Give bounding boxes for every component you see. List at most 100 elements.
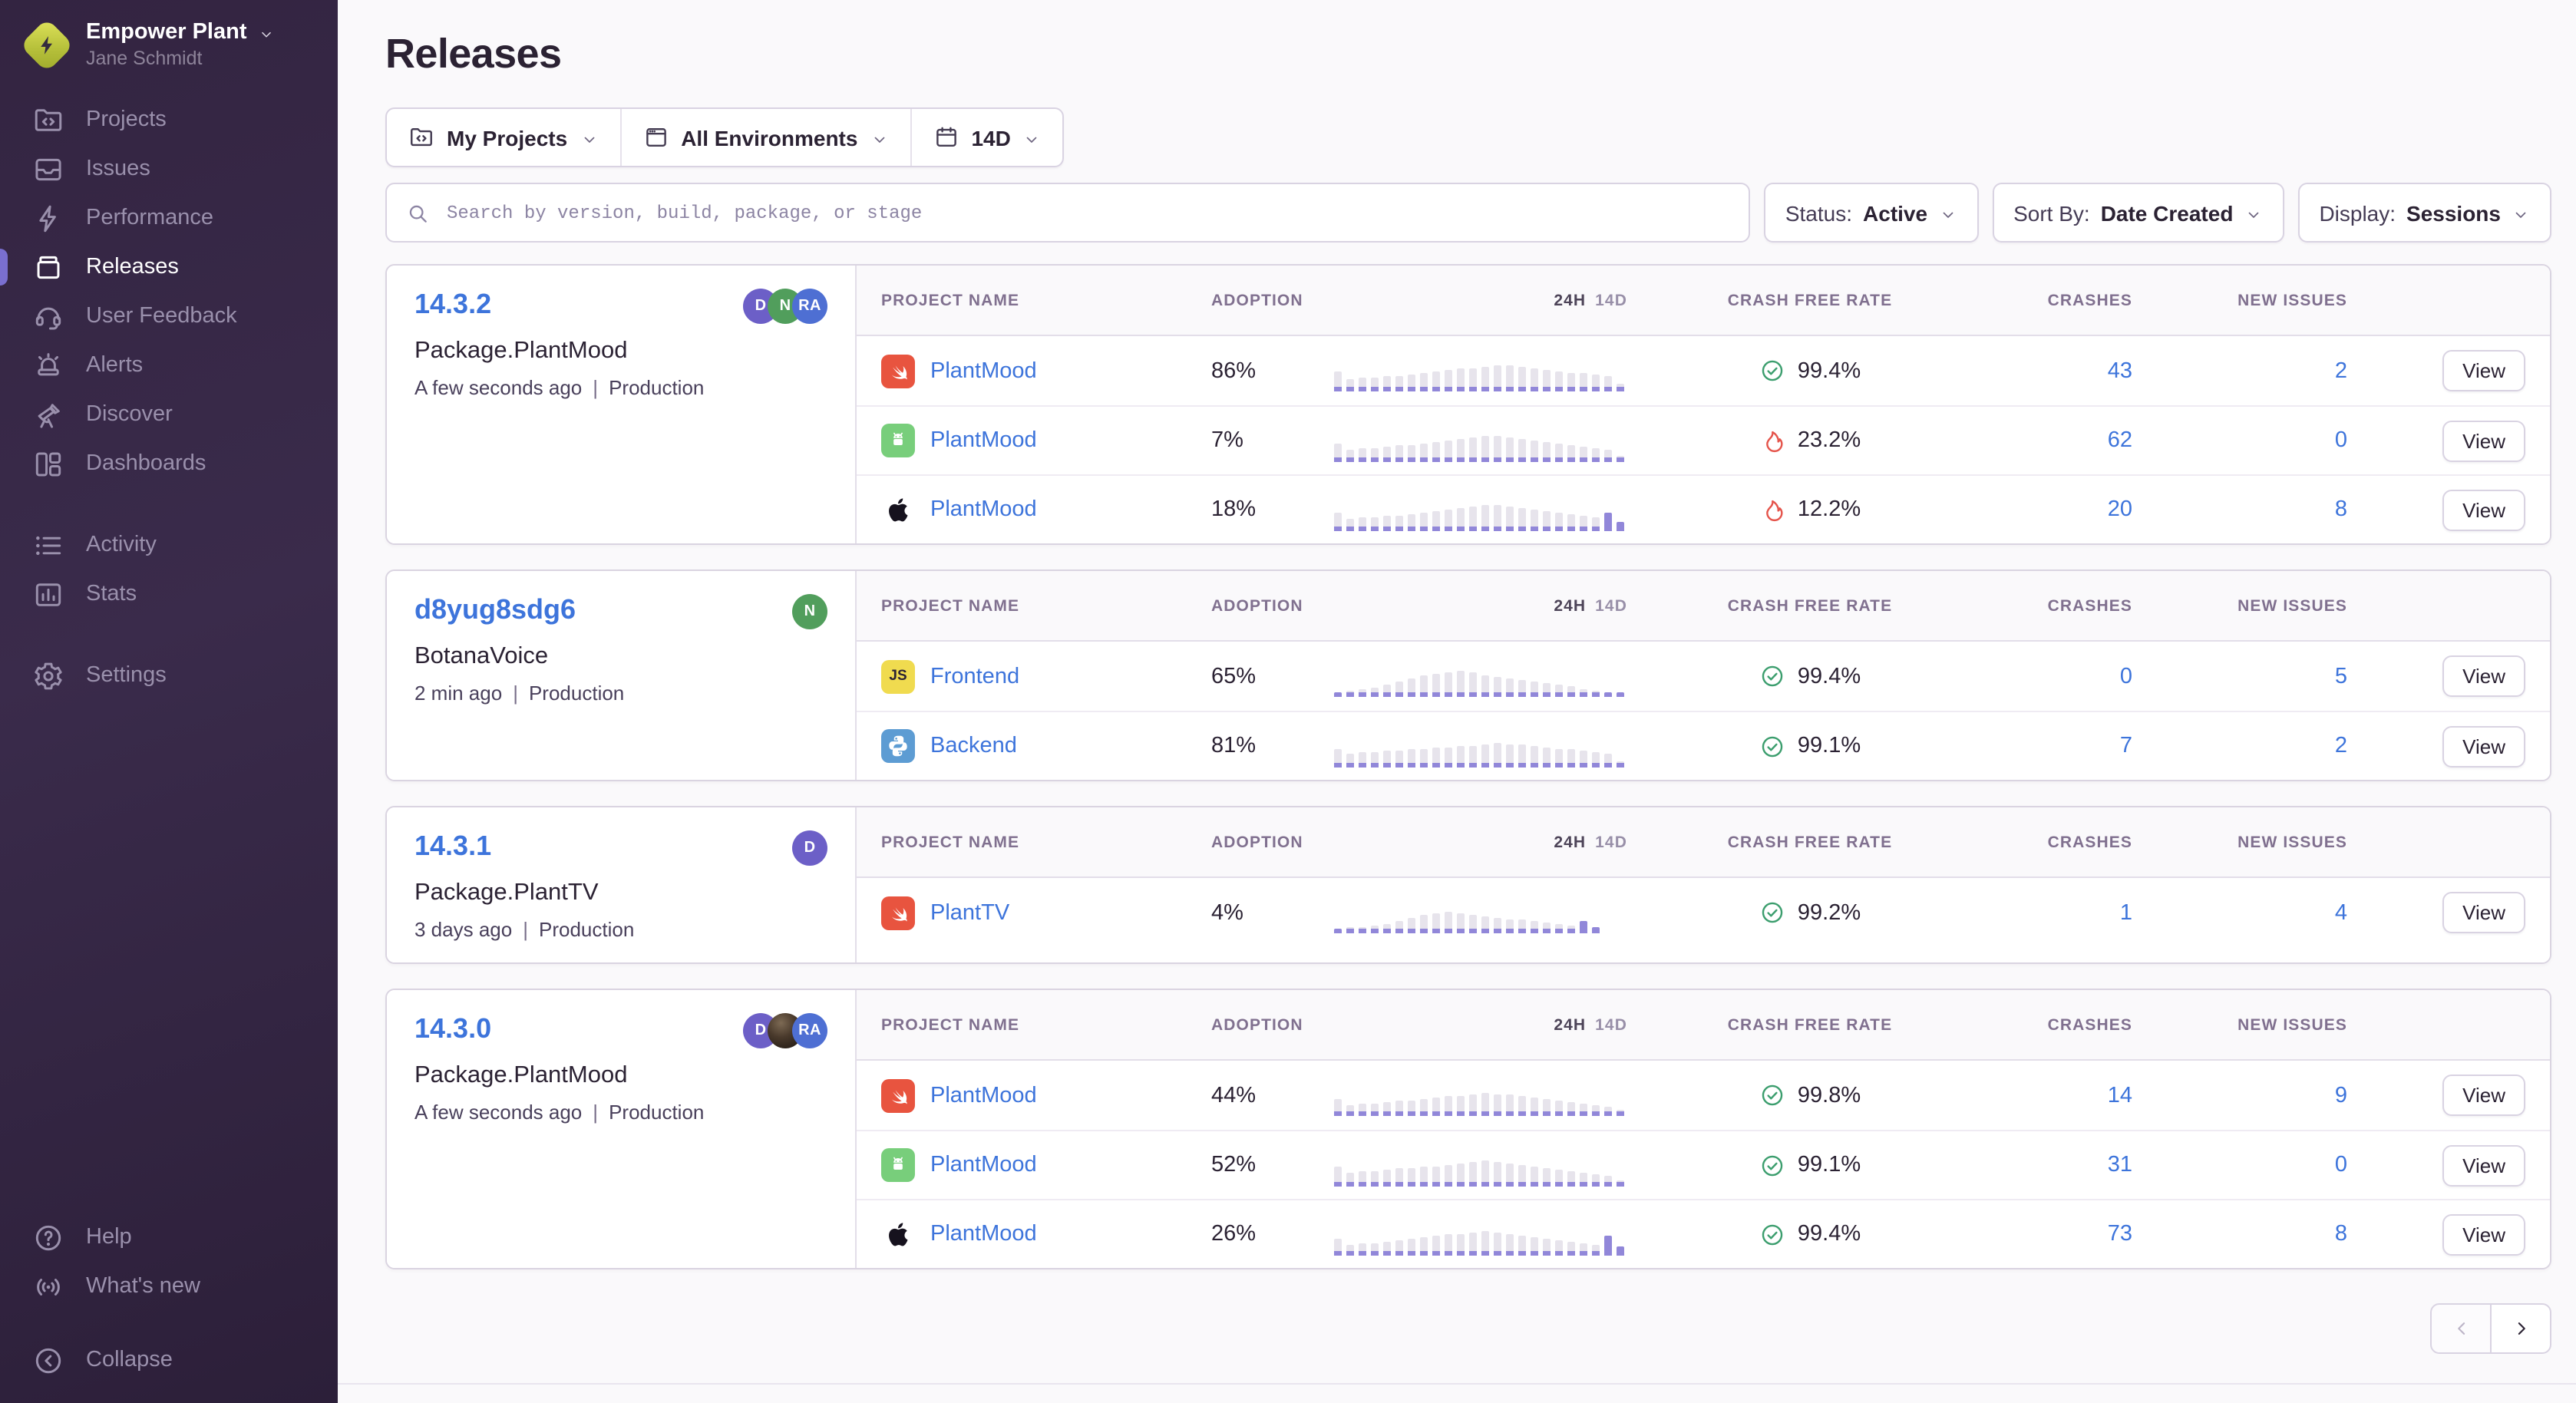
project-name-link[interactable]: PlantMood [930,358,1037,383]
release-version-link[interactable]: 14.3.0 [414,1013,492,1044]
view-button[interactable]: View [2442,350,2525,391]
new-issues-count-link[interactable]: 2 [2334,734,2347,758]
view-button[interactable]: View [2442,725,2525,767]
view-button[interactable]: View [2442,1213,2525,1255]
project-name-link[interactable]: PlantMood [930,428,1037,453]
org-logo[interactable] [19,17,74,72]
new-issues-count-link[interactable]: 2 [2334,358,2347,383]
crash-free-rate: 99.1% [1633,733,1986,759]
org-name: Empower Plant [86,20,247,45]
new-issues-count-link[interactable]: 8 [2334,1222,2347,1246]
projects-icon [32,104,64,136]
column-header-crashes: Crashes [2047,833,2132,851]
project-name-link[interactable]: PlantMood [930,497,1037,522]
view-button[interactable]: View [2442,1144,2525,1186]
column-header-crash-free: Crash Free Rate [1727,596,1893,615]
trend-14d-toggle[interactable]: 14D [1595,833,1627,851]
crashes-count-link[interactable]: 0 [2119,664,2132,688]
projects-filter-label: My Projects [447,125,568,150]
sidebar-item-projects[interactable]: Projects [0,95,338,144]
crashes-count-link[interactable]: 14 [2107,1083,2132,1108]
project-name-link[interactable]: PlantMood [930,1153,1037,1177]
crashes-count-link[interactable]: 43 [2107,358,2132,383]
help-icon [32,1221,64,1253]
view-button[interactable]: View [2442,1075,2525,1116]
search-box [385,183,1750,243]
new-issues-count-link[interactable]: 9 [2334,1083,2347,1108]
adoption-sparkline [1334,655,1633,697]
health-table: Project Name Adoption 24H 14D Crash Free Rat… [857,807,2550,962]
dashboards-icon [32,447,64,480]
sidebar-item-performance[interactable]: Performance [0,193,338,243]
crash-free-rate: 99.4% [1633,663,1986,689]
sidebar-item-stats[interactable]: Stats [0,569,338,619]
project-health-row: JS Frontend 65% 99.4% 0 5 View [857,642,2550,711]
avatar-RA: RA [792,289,827,324]
adoption-sparkline [1334,1075,1633,1116]
sidebar-item-label: Alerts [86,353,144,378]
date-range-dropdown[interactable]: 14D [910,109,1062,166]
column-header-project: Project Name [881,833,1020,851]
trend-24h-toggle[interactable]: 24H [1554,291,1587,309]
release-version-link[interactable]: 14.3.1 [414,830,492,861]
crashes-count-link[interactable]: 73 [2107,1222,2132,1246]
new-issues-count-link[interactable]: 0 [2334,1153,2347,1177]
search-input[interactable] [444,200,1730,225]
new-issues-count-link[interactable]: 8 [2334,497,2347,522]
trend-14d-toggle[interactable]: 14D [1595,291,1627,309]
sidebar-item-collapse[interactable]: Collapse [0,1335,338,1385]
trend-24h-toggle[interactable]: 24H [1554,1015,1587,1034]
sidebar-item-settings[interactable]: Settings [0,651,338,700]
sidebar-item-discover[interactable]: Discover [0,390,338,439]
view-button[interactable]: View [2442,420,2525,461]
sort-by-dropdown[interactable]: Sort By: Date Created [1992,183,2284,243]
sidebar-item-dashboards[interactable]: Dashboards [0,439,338,488]
trend-14d-toggle[interactable]: 14D [1595,596,1627,615]
calendar-icon [933,124,959,150]
release-meta: 3 days ago | Production [414,918,635,941]
view-button[interactable]: View [2442,892,2525,933]
sidebar-item-label: Stats [86,582,137,606]
sidebar-item-issues[interactable]: Issues [0,144,338,193]
sidebar-item-alerts[interactable]: Alerts [0,341,338,390]
chevron-down-icon [580,128,598,147]
project-name-link[interactable]: PlantMood [930,1222,1037,1246]
crashes-count-link[interactable]: 31 [2107,1153,2132,1177]
crashes-count-link[interactable]: 1 [2119,900,2132,925]
display-dropdown[interactable]: Display: Sessions [2297,183,2551,243]
trend-24h-toggle[interactable]: 24H [1554,833,1587,851]
environments-filter-dropdown[interactable]: All Environments [619,109,910,166]
project-name-link[interactable]: PlantMood [930,1083,1037,1108]
project-name-link[interactable]: Frontend [930,664,1020,688]
status-value: Active [1863,200,1928,225]
crashes-count-link[interactable]: 7 [2119,734,2132,758]
new-issues-count-link[interactable]: 5 [2334,664,2347,688]
sidebar-item-activity[interactable]: Activity [0,520,338,569]
column-header-adoption: Adoption [1211,291,1303,309]
new-issues-count-link[interactable]: 4 [2334,900,2347,925]
project-name-link[interactable]: Backend [930,734,1017,758]
release-version-link[interactable]: d8yug8sdg6 [414,594,576,625]
view-button[interactable]: View [2442,655,2525,697]
status-dropdown[interactable]: Status: Active [1763,183,1979,243]
release-version-link[interactable]: 14.3.2 [414,289,492,319]
sidebar-item-whats-new[interactable]: What's new [0,1262,338,1311]
sidebar-item-releases[interactable]: Releases [0,243,338,292]
org-switcher[interactable]: Empower Plant Jane Schmidt [0,0,338,84]
release-card: 14.3.0 D RA Package.PlantMood A few seconds … [385,989,2551,1269]
new-issues-count-link[interactable]: 0 [2334,428,2347,453]
view-button[interactable]: View [2442,489,2525,530]
projects-filter-dropdown[interactable]: My Projects [387,109,619,166]
trend-14d-toggle[interactable]: 14D [1595,1015,1627,1034]
sidebar-item-user-feedback[interactable]: User Feedback [0,292,338,341]
project-health-row: PlantTV 4% 99.2% 1 4 View [857,878,2550,947]
next-page-button[interactable] [2490,1303,2551,1354]
crashes-count-link[interactable]: 62 [2107,428,2132,453]
column-header-adoption: Adoption [1211,833,1303,851]
crash-free-rate: 99.2% [1633,900,1986,926]
crashes-count-link[interactable]: 20 [2107,497,2132,522]
trend-24h-toggle[interactable]: 24H [1554,596,1587,615]
project-name-link[interactable]: PlantTV [930,900,1010,925]
sidebar-item-help[interactable]: Help [0,1213,338,1262]
crash-free-rate: 12.2% [1633,497,1986,523]
